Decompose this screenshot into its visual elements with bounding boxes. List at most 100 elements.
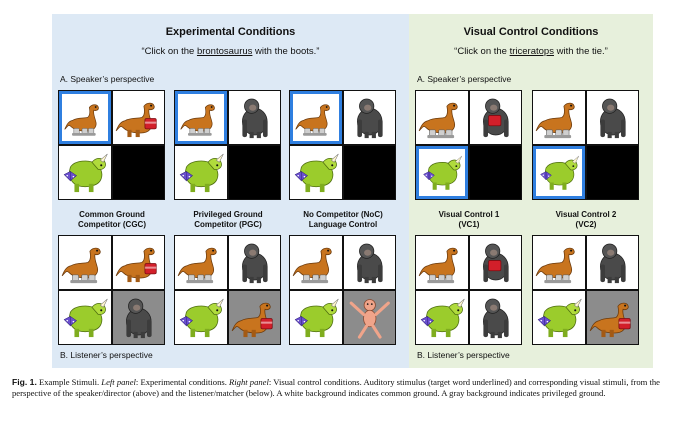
triceratops-tie-icon xyxy=(63,153,108,193)
visual-control-title: Visual Control Conditions xyxy=(463,26,599,38)
stimulus-cell[interactable] xyxy=(59,146,111,199)
experimental-prompt: “Click on the brontosaurus with the boot… xyxy=(141,46,320,57)
condition-label-pgc: Privileged Ground Competitor (PGC) xyxy=(193,210,263,229)
hidden-cell xyxy=(586,146,638,199)
gorilla-icon xyxy=(599,243,626,284)
stimulus-cell[interactable] xyxy=(469,236,521,289)
vc1-listener-grid xyxy=(415,235,522,345)
figure-caption: Fig. 1. Example Stimuli. Left panel: Exp… xyxy=(12,377,660,398)
brontosaurus-boots-icon xyxy=(535,247,575,284)
pgc-speaker-grid xyxy=(174,90,281,200)
condition-label-noc: No Competitor (NoC) Language Control xyxy=(303,210,383,229)
stimulus-cell[interactable] xyxy=(290,91,342,144)
brontosaurus-boots-icon xyxy=(295,104,330,137)
gorilla-icon xyxy=(599,98,626,139)
stimulus-cell[interactable] xyxy=(290,291,342,344)
gorilla-icon xyxy=(356,98,383,139)
visual-control-listener-label: B. Listener’s perspective xyxy=(417,350,510,360)
hidden-cell xyxy=(112,146,164,199)
visual-control-prompt: “Click on the triceratops with the tie.” xyxy=(454,46,608,57)
gorilla-icon xyxy=(482,298,509,339)
brontosaurus-box-icon xyxy=(589,302,631,338)
brontosaurus-boots-icon xyxy=(177,247,217,284)
stimulus-cell[interactable] xyxy=(416,146,468,199)
triceratops-tie-icon xyxy=(540,155,580,191)
triceratops-tie-icon xyxy=(423,155,463,191)
monkey-icon xyxy=(349,297,390,339)
triceratops-tie-icon xyxy=(179,153,224,193)
stimulus-cell[interactable] xyxy=(343,91,395,144)
stimulus-cell[interactable] xyxy=(586,291,638,344)
stimulus-cell[interactable] xyxy=(59,291,111,344)
stimulus-cell[interactable] xyxy=(228,236,280,289)
brontosaurus-box-icon xyxy=(231,302,273,338)
stimulus-cell[interactable] xyxy=(228,291,280,344)
stimulus-cell[interactable] xyxy=(533,236,585,289)
stimulus-cell[interactable] xyxy=(290,146,342,199)
visual-control-speaker-label: A. Speaker’s perspective xyxy=(417,74,512,84)
figure-label: Fig. 1. xyxy=(12,377,37,387)
stimulus-cell[interactable] xyxy=(416,91,468,144)
stimulus-cell[interactable] xyxy=(416,291,468,344)
stimulus-cell[interactable] xyxy=(59,91,111,144)
stimulus-cell[interactable] xyxy=(112,236,164,289)
gorilla-icon xyxy=(125,298,152,339)
stimulus-cell[interactable] xyxy=(175,236,227,289)
experimental-speaker-label: A. Speaker’s perspective xyxy=(60,74,155,84)
stimulus-cell[interactable] xyxy=(175,291,227,344)
stimulus-cell[interactable] xyxy=(533,91,585,144)
brontosaurus-boots-icon xyxy=(535,102,575,139)
experimental-panel: Experimental Conditions “Click on the br… xyxy=(52,14,409,368)
stimulus-cell[interactable] xyxy=(112,91,164,144)
triceratops-tie-icon xyxy=(63,298,108,338)
experimental-target-word: brontosaurus xyxy=(196,46,253,57)
stimulus-cell[interactable] xyxy=(416,236,468,289)
stimulus-cell[interactable] xyxy=(175,146,227,199)
hidden-cell xyxy=(228,146,280,199)
triceratops-tie-icon xyxy=(294,153,339,193)
brontosaurus-boots-icon xyxy=(292,247,332,284)
stimulus-cell[interactable] xyxy=(59,236,111,289)
condition-label-cgc: Common Ground Competitor (CGC) xyxy=(78,210,146,229)
brontosaurus-boots-icon xyxy=(180,104,215,137)
brontosaurus-boots-icon xyxy=(418,102,458,139)
stimulus-cell[interactable] xyxy=(533,291,585,344)
triceratops-tie-icon xyxy=(294,298,339,338)
condition-label-vc1: Visual Control 1 (VC1) xyxy=(438,210,500,229)
vc1-speaker-grid xyxy=(415,90,522,200)
stimulus-cell[interactable] xyxy=(175,91,227,144)
brontosaurus-box-icon xyxy=(115,102,157,138)
triceratops-tie-icon xyxy=(179,298,224,338)
stimulus-cell[interactable] xyxy=(469,91,521,144)
gorilla-box-icon xyxy=(482,243,509,283)
stimulus-cell[interactable] xyxy=(533,146,585,199)
stimulus-cell[interactable] xyxy=(228,91,280,144)
gorilla-icon xyxy=(241,243,268,284)
stimulus-cell[interactable] xyxy=(586,91,638,144)
stimulus-cell[interactable] xyxy=(290,236,342,289)
experimental-title: Experimental Conditions xyxy=(165,26,296,38)
visual-control-target-word: triceratops xyxy=(509,46,554,57)
stimulus-cell[interactable] xyxy=(343,291,395,344)
stimulus-cell[interactable] xyxy=(469,291,521,344)
brontosaurus-boots-icon xyxy=(64,104,99,137)
visual-control-panel: Visual Control Conditions “Click on the … xyxy=(409,14,653,368)
cgc-speaker-grid xyxy=(58,90,165,200)
stimulus-cell[interactable] xyxy=(586,236,638,289)
pgc-listener-grid xyxy=(174,235,281,345)
brontosaurus-box-icon xyxy=(115,247,157,283)
stimulus-cell[interactable] xyxy=(112,291,164,344)
gorilla-icon xyxy=(356,243,383,284)
hidden-cell xyxy=(343,146,395,199)
gorilla-box-icon xyxy=(482,98,509,138)
vc2-listener-grid xyxy=(532,235,639,345)
gorilla-icon xyxy=(241,98,268,139)
stimulus-cell[interactable] xyxy=(343,236,395,289)
hidden-cell xyxy=(469,146,521,199)
triceratops-tie-icon xyxy=(420,298,465,338)
brontosaurus-boots-icon xyxy=(61,247,101,284)
condition-label-vc2: Visual Control 2 (VC2) xyxy=(555,210,617,229)
cgc-listener-grid xyxy=(58,235,165,345)
vc2-speaker-grid xyxy=(532,90,639,200)
noc-listener-grid xyxy=(289,235,396,345)
